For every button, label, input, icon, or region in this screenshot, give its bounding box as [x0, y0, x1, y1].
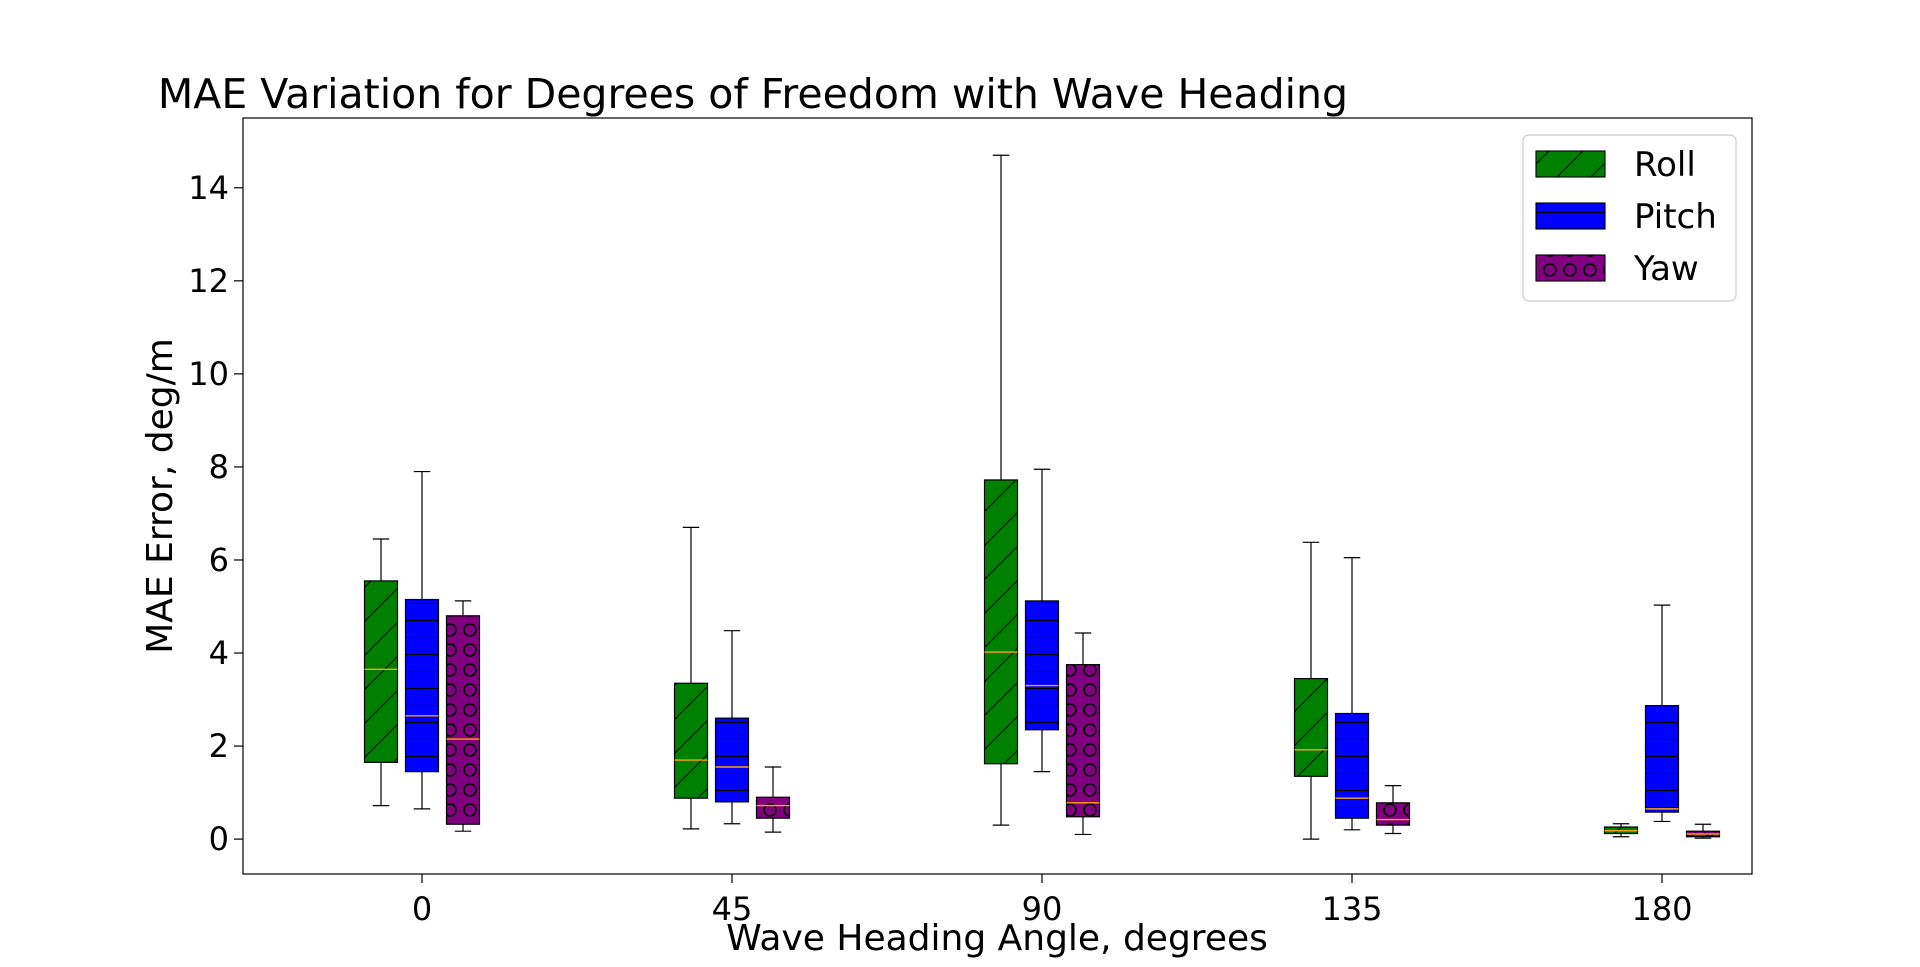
x-axis: 0 45 90 135 180	[412, 874, 1693, 928]
y-tick-label: 14	[188, 169, 229, 207]
x-tick-label: 45	[712, 890, 753, 928]
box-series-group	[363, 154, 1721, 840]
x-tick-label: 180	[1631, 890, 1692, 928]
box-roll	[1293, 678, 1329, 777]
box-pitch	[1334, 712, 1370, 819]
box-pitch	[404, 598, 440, 773]
legend-swatch-pitch	[1535, 202, 1606, 230]
box-pitch	[1024, 600, 1060, 731]
box-pitch	[1644, 704, 1680, 813]
legend: Roll Pitch Yaw	[1522, 134, 1737, 302]
box-roll	[983, 479, 1019, 765]
y-tick-label: 12	[188, 262, 229, 300]
plot-area-frame	[242, 117, 1753, 875]
x-axis-title: Wave Heading Angle, degrees	[726, 918, 1268, 959]
y-axis: 0 2 4 6 8 10 12 14	[188, 169, 243, 858]
y-tick-label: 0	[209, 820, 229, 858]
legend-label-pitch: Pitch	[1634, 197, 1717, 237]
box-roll	[363, 580, 399, 763]
chart-title: MAE Variation for Degrees of Freedom wit…	[158, 70, 1348, 118]
legend-swatch-yaw	[1535, 254, 1606, 282]
y-axis-title: MAE Error, deg/m	[140, 338, 181, 654]
legend-label-yaw: Yaw	[1633, 249, 1699, 289]
box-pitch	[714, 717, 750, 803]
legend-label-roll: Roll	[1634, 145, 1696, 185]
box-yaw	[755, 796, 791, 819]
legend-swatch-roll	[1535, 150, 1606, 178]
x-tick-label: 90	[1022, 890, 1063, 928]
box-yaw	[1375, 802, 1411, 826]
box-yaw	[1065, 664, 1101, 818]
y-tick-label: 10	[188, 355, 229, 393]
y-tick-label: 4	[209, 634, 229, 672]
box-yaw	[445, 615, 481, 825]
y-tick-label: 6	[209, 541, 229, 579]
y-tick-label: 2	[209, 727, 229, 765]
box-roll	[673, 682, 709, 799]
x-tick-label: 0	[412, 890, 432, 928]
x-tick-label: 135	[1321, 890, 1382, 928]
y-tick-label: 8	[209, 448, 229, 486]
